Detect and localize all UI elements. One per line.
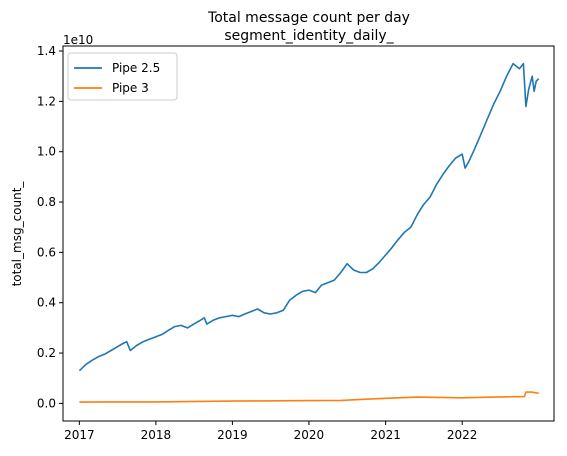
x-tick-label: 2021 [370, 428, 401, 442]
y-tick-label: 0.2 [37, 346, 56, 360]
y-tick-label: 1.2 [37, 94, 56, 108]
y-tick-label: 0.8 [37, 195, 56, 209]
x-tick-label: 2019 [217, 428, 248, 442]
x-tick-label: 2017 [64, 428, 95, 442]
y-tick-label: 0.6 [37, 245, 56, 259]
y-offset-label: 1e10 [63, 33, 93, 47]
y-tick-label: 1.4 [37, 44, 56, 58]
legend-label: Pipe 3 [112, 81, 149, 95]
series-line-pipe-3 [79, 391, 539, 403]
plot-frame [62, 45, 555, 422]
y-tick-label: 1.0 [37, 145, 56, 159]
legend-label: Pipe 2.5 [112, 61, 160, 75]
y-axis-label: total_msg_count_ [10, 181, 24, 287]
y-tick-label: 0.4 [37, 296, 56, 310]
x-tick-label: 2018 [141, 428, 172, 442]
chart-subtitle: segment_identity_daily_ [224, 28, 394, 44]
series-line-pipe-2-5 [78, 62, 540, 372]
x-tick-label: 2022 [447, 428, 478, 442]
x-tick-label: 2020 [294, 428, 325, 442]
y-tick-label: 0.0 [37, 396, 56, 410]
chart-title: Total message count per day [207, 10, 410, 26]
legend: Pipe 2.5 Pipe 3 [67, 52, 178, 101]
